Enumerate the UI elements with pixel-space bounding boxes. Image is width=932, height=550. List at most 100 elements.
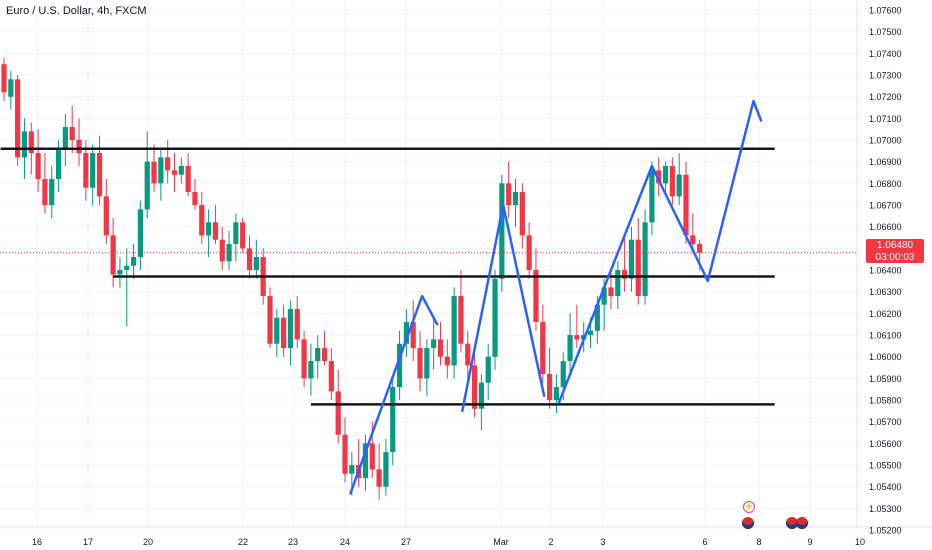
price-tick-label: 1.06400 [869, 266, 902, 276]
candle-up [130, 244, 137, 279]
candle-down [533, 248, 539, 331]
time-axis[interactable]: 16 17 20 22 23 24 27 Mar 2 3 6 8 9 10 [32, 537, 865, 547]
candle-body [506, 183, 512, 206]
candle-up [274, 309, 280, 357]
candle-body [342, 434, 348, 474]
candle-up [512, 179, 519, 227]
candle-up [287, 300, 294, 366]
candles-layer [1, 57, 703, 500]
candle-down [246, 235, 253, 279]
candle-down [185, 153, 191, 197]
candle-body [151, 161, 157, 184]
candle-body [471, 365, 478, 409]
candle-down [267, 287, 273, 349]
candle-body [192, 192, 198, 206]
candle-down [1, 57, 7, 102]
price-tick-label: 1.07100 [869, 114, 902, 124]
candle-body [8, 79, 14, 97]
candle-body [185, 166, 191, 193]
candle-body [62, 127, 68, 149]
candle-body [628, 239, 635, 279]
candle-down [328, 348, 334, 401]
candle-body [362, 443, 369, 479]
candle-body [294, 309, 300, 340]
candle-body [608, 287, 614, 297]
candle-body [662, 166, 669, 184]
time-tick-label: 3 [600, 537, 605, 547]
candle-up [396, 330, 403, 401]
flash-icon[interactable]: ⚡ [743, 501, 755, 513]
candle-down [683, 161, 689, 245]
candle-body [410, 322, 416, 349]
chart-title: Euro / U.S. Dollar, 4h, FXCM [6, 5, 147, 17]
candle-body [124, 265, 130, 271]
candle-body [540, 322, 546, 375]
us-flag-icon[interactable] [796, 517, 808, 529]
candle-body [587, 330, 594, 336]
candle-body [199, 205, 205, 236]
candle-body [321, 348, 328, 362]
candle-down [192, 179, 198, 210]
candle-up [492, 270, 498, 370]
candle-down [240, 218, 246, 253]
price-tick-label: 1.05800 [869, 396, 902, 406]
candle-body [349, 465, 355, 474]
candle-up [362, 434, 369, 492]
price-tick-label: 1.06100 [869, 331, 902, 341]
candle-body [178, 166, 184, 175]
candle-down [458, 270, 464, 353]
candle-body [35, 153, 41, 180]
candle-body [171, 170, 178, 175]
time-tick-label: 8 [756, 537, 761, 547]
price-tick-label: 1.05400 [869, 482, 902, 492]
candle-body [96, 153, 103, 197]
candle-down [212, 205, 219, 245]
price-tick-label: 1.05300 [869, 504, 902, 514]
candle-body [281, 317, 287, 349]
us-flag-icon[interactable] [786, 517, 798, 529]
candle-up [49, 166, 55, 219]
price-tick-label: 1.05600 [869, 439, 902, 449]
candle-down [519, 183, 525, 249]
candle-body [690, 235, 696, 245]
candle-body [315, 348, 321, 362]
candle-down [540, 304, 546, 383]
candle-body [376, 469, 382, 487]
candle-down [165, 140, 171, 184]
candle-body [553, 387, 560, 401]
candle-up [90, 144, 96, 206]
candle-down [547, 348, 553, 409]
candle-body [165, 157, 171, 171]
us-flag-icon[interactable] [742, 517, 754, 529]
candle-body [458, 296, 464, 344]
candle-up [206, 209, 212, 258]
candle-down [151, 144, 157, 193]
candle-body [417, 348, 423, 379]
candle-body [308, 361, 314, 379]
candle-down [294, 296, 300, 349]
candle-body [547, 374, 553, 401]
price-axis[interactable]: 1.07600 1.07500 1.07400 1.07300 1.07200 1.071… [869, 6, 902, 536]
candle-down [35, 129, 41, 193]
candle-down [417, 330, 423, 392]
candle-down [376, 443, 382, 500]
price-tick-label: 1.06600 [869, 222, 902, 232]
candle-up [383, 439, 389, 496]
candle-up [315, 335, 321, 379]
candle-body [328, 361, 334, 392]
time-tick-label: 27 [401, 537, 411, 547]
candle-up [124, 248, 130, 327]
candle-body [396, 343, 403, 388]
candle-down [526, 222, 532, 279]
candle-body [301, 339, 307, 379]
candle-up [253, 239, 259, 279]
time-tick-label: 10 [855, 537, 865, 547]
candle-up [485, 343, 491, 401]
candle-up [62, 114, 68, 167]
candle-body [76, 140, 82, 154]
candle-body [526, 235, 532, 271]
candle-body [233, 222, 239, 245]
time-tick-label: 24 [340, 537, 350, 547]
candle-body [158, 157, 164, 184]
